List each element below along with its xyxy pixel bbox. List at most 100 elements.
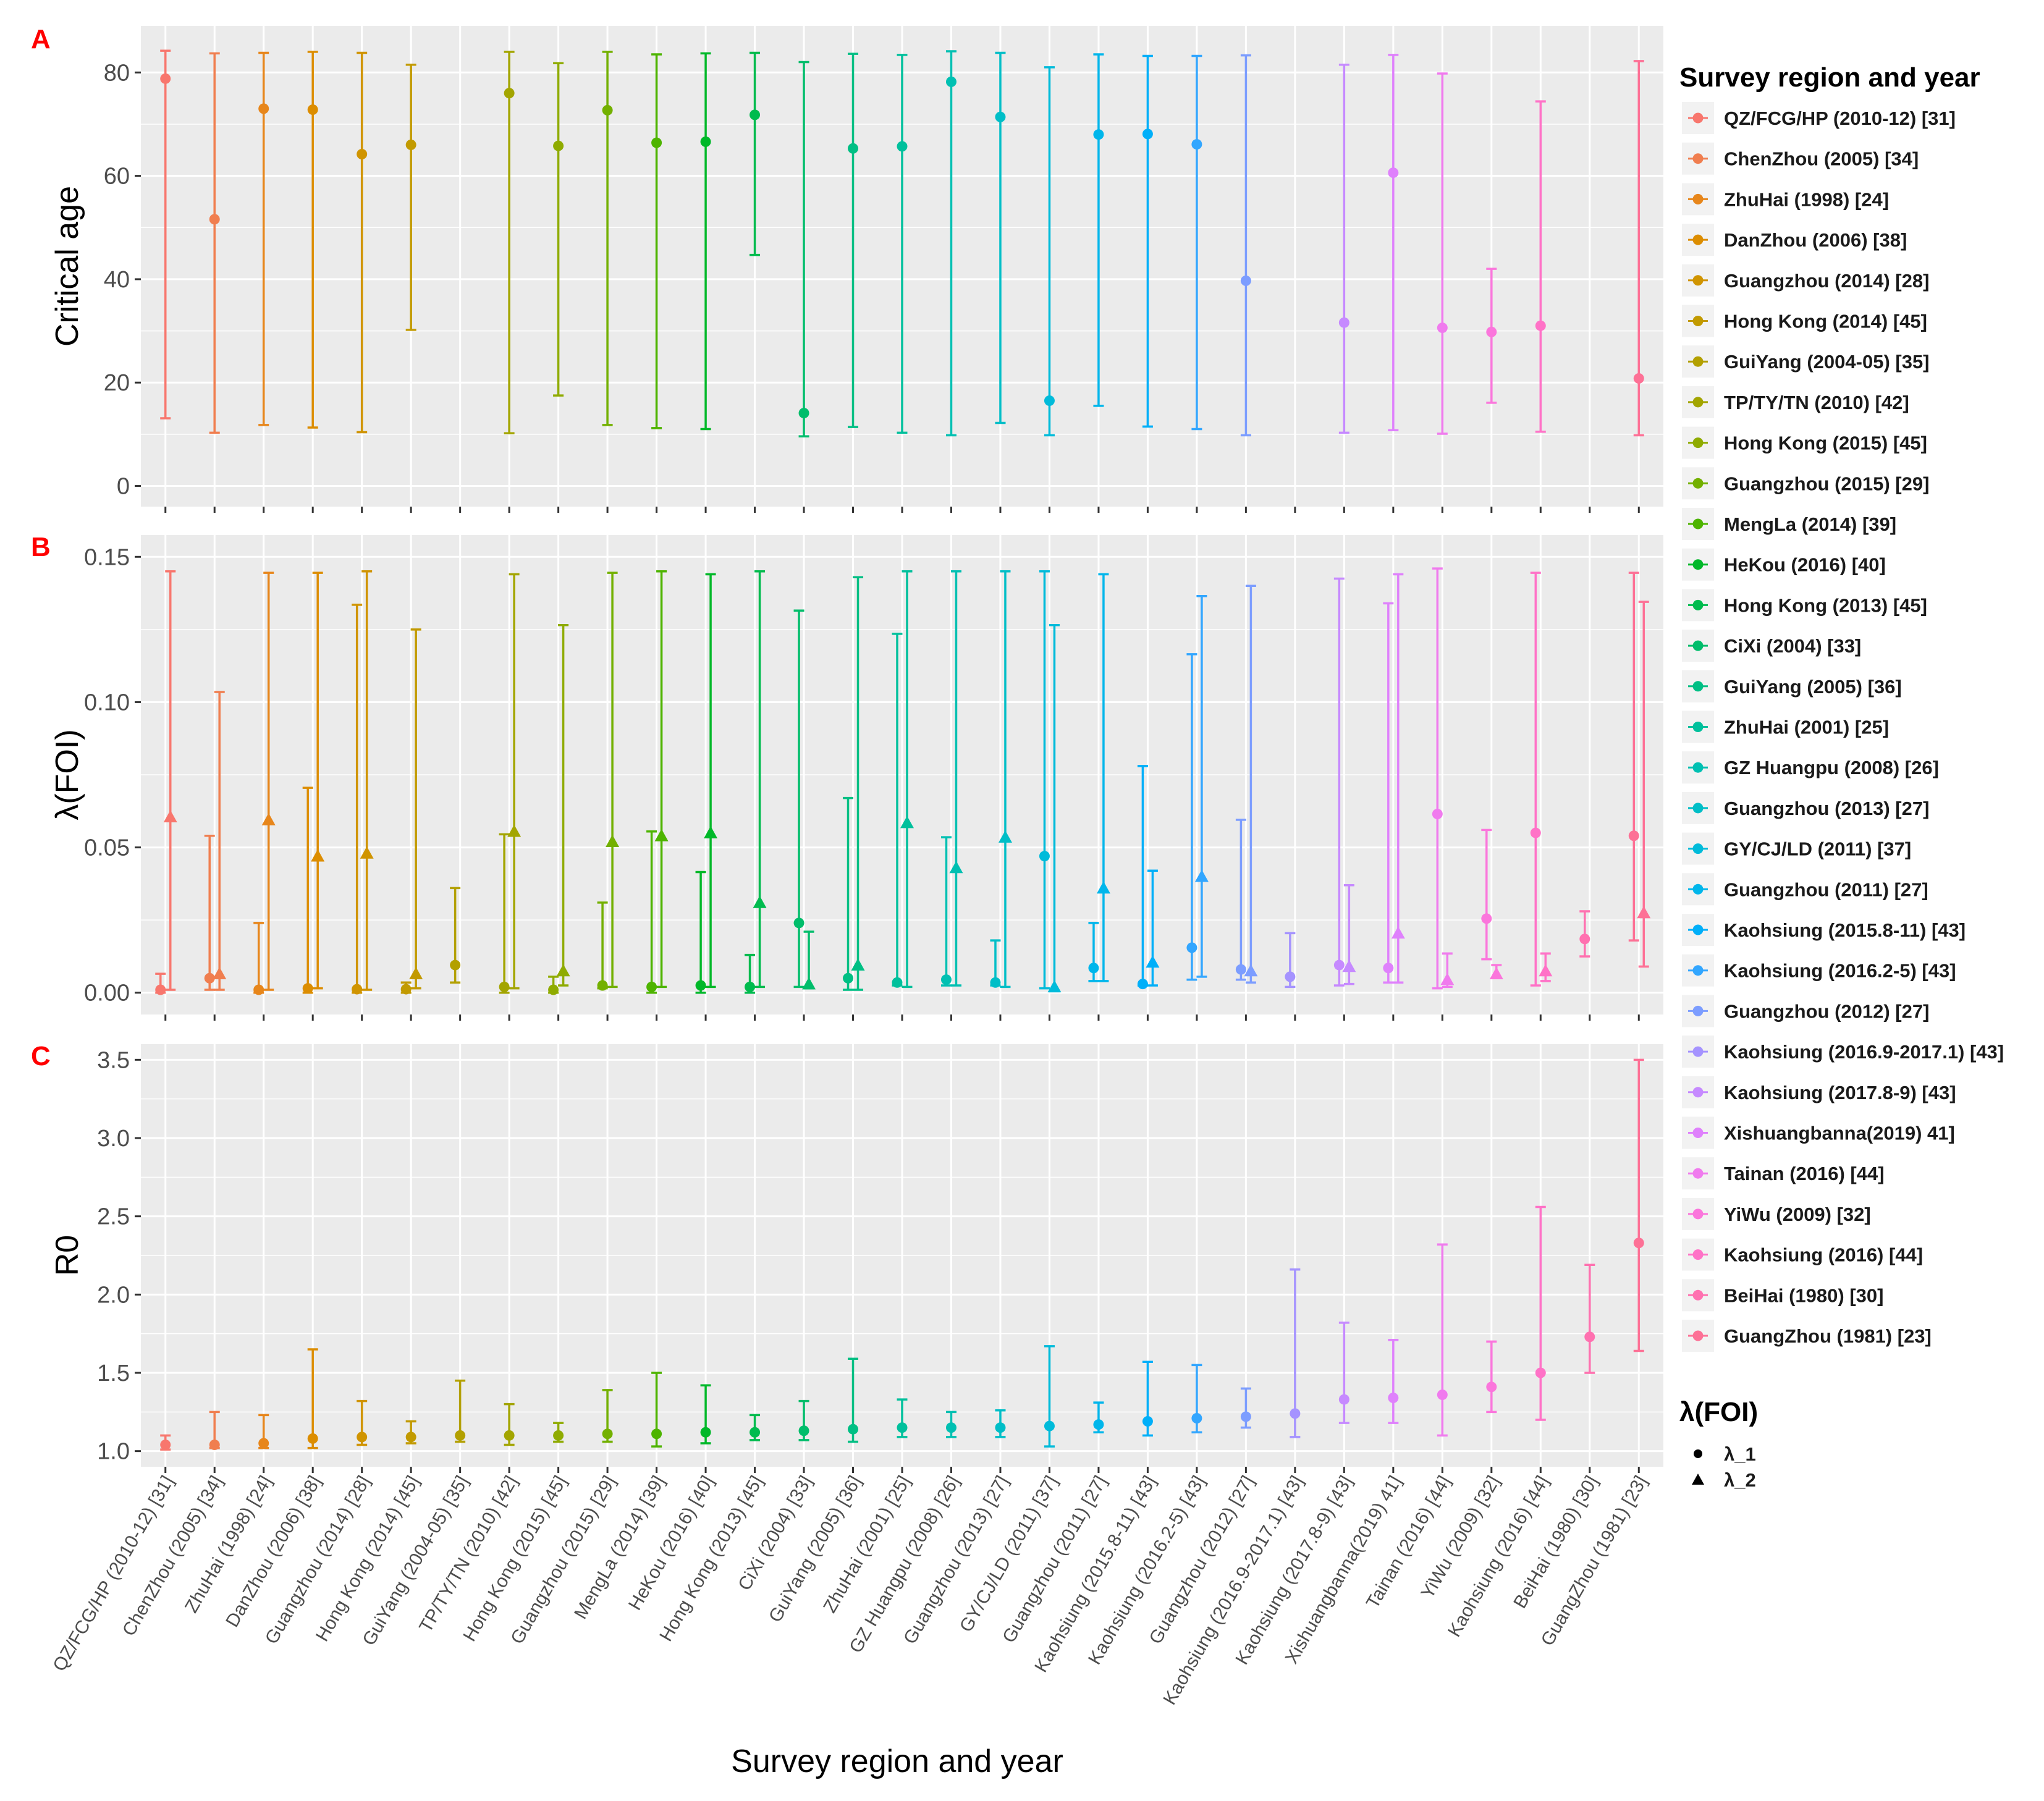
circle-marker [1333,960,1345,971]
circle-marker [1628,830,1639,841]
legend-key-marker [1692,640,1704,651]
triangle-marker [1047,980,1062,993]
legend-label: Guangzhou (2014) [28] [1724,270,1929,292]
circle-marker [1191,139,1202,150]
legend-key-marker [1692,518,1704,529]
legend-key-marker [1692,762,1704,773]
y-tick-label: 2.0 [97,1282,130,1308]
data-point [1633,1058,1644,1352]
y-axis-title: λ(FOI) [49,729,85,820]
circle-marker [745,981,756,992]
panel-label: C [31,1041,51,1071]
legend-key-marker [1692,153,1704,164]
legend-key-marker [1692,397,1704,408]
data-point [504,51,515,434]
circle-marker [1093,129,1104,140]
data-point [450,887,461,984]
y-tick-label: 60 [104,164,130,190]
triangle-marker [1146,955,1160,968]
circle-marker [307,104,318,116]
legend-label: HeKou (2016) [40] [1724,554,1886,576]
legend-item: Guangzhou (2013) [27] [1682,791,1929,824]
data-point [1044,66,1055,437]
legend-item: Kaohsiung (2016.2-5) [43] [1682,954,1956,987]
legend-key-marker [1692,965,1704,976]
data-point [261,572,276,991]
data-point [700,1384,711,1445]
data-point [163,570,177,991]
legend-key-marker [1692,722,1704,732]
legend-shape-title: λ(FOI) [1679,1397,1758,1427]
y-tick-label: 0 [117,474,130,500]
circle-marker [1694,1449,1702,1458]
y-tick-label: 0.15 [84,544,130,570]
data-point [1383,602,1394,984]
legend-item: Kaohsiung (2016) [44] [1682,1238,1923,1271]
data-point [753,570,767,989]
y-tick-label: 80 [104,60,130,86]
legend-item: Guangzhou (2015) [29] [1682,467,1929,500]
circle-marker [602,1428,613,1440]
data-point [209,1411,220,1451]
triangle-marker [163,810,177,822]
circle-marker [892,977,903,988]
legend-item: TP/TY/TN (2010) [42] [1682,386,1909,418]
legend-key-marker [1692,275,1704,286]
circle-marker [1633,1238,1644,1249]
legend-label: QZ/FCG/HP (2010-12) [31] [1724,108,1956,129]
legend-item: Xishuangbanna(2019) 41] [1682,1116,1955,1149]
triangle-marker [213,967,227,979]
circle-marker [302,983,313,994]
circle-marker [1240,275,1251,286]
data-point [1235,819,1246,981]
legend-shape-label: λ_1 [1724,1443,1756,1465]
y-tick-label: 1.0 [97,1439,130,1465]
legend-item: Kaohsiung (2016.9-2017.1) [43] [1682,1035,2004,1068]
circle-marker [1240,1411,1251,1422]
legend-label: ZhuHai (2001) [25] [1724,717,1889,738]
data-point [995,51,1006,424]
data-point [1486,268,1497,404]
data-point [945,50,957,437]
circle-marker [1388,1393,1399,1404]
legend-key-marker [1692,234,1704,245]
circle-marker [553,1430,564,1441]
legend-label: Xishuangbanna(2019) 41] [1724,1123,1955,1144]
triangle-marker [1489,967,1503,979]
data-point [204,835,215,991]
data-point [1440,952,1455,989]
data-point [940,836,952,987]
data-point [1539,952,1553,982]
data-point [307,51,318,429]
legend-label: Guangzhou (2011) [27] [1724,879,1928,900]
circle-marker [209,1440,220,1451]
data-point [258,51,269,426]
triangle-marker [654,829,669,841]
data-point [507,573,522,990]
data-point [851,576,865,991]
legend-item: Kaohsiung (2017.8-9) [43] [1682,1076,1956,1108]
data-point [1285,932,1296,989]
circle-marker [160,73,171,84]
circle-marker [798,1425,809,1436]
data-point [700,52,711,431]
data-point [1191,54,1202,431]
circle-marker [1137,979,1148,990]
legend-key-marker [1692,193,1704,205]
data-point [695,871,706,994]
legend-label: Kaohsiung (2016.2-5) [43] [1724,960,1956,982]
circle-marker [1437,1389,1448,1400]
triangle-marker [606,835,620,847]
circle-marker [253,984,264,995]
legend-label: CiXi (2004) [33] [1724,635,1861,657]
data-point [990,939,1001,988]
circle-marker [1044,1420,1055,1432]
legend-item: Tainan (2016) [44] [1682,1157,1885,1190]
circle-marker [307,1433,318,1444]
legend-label: Guangzhou (2012) [27] [1724,1000,1929,1022]
data-point [843,796,854,991]
circle-marker [1039,851,1050,862]
data-point [504,1402,515,1446]
legend-key-marker [1692,1289,1704,1301]
circle-marker [1338,1394,1349,1405]
